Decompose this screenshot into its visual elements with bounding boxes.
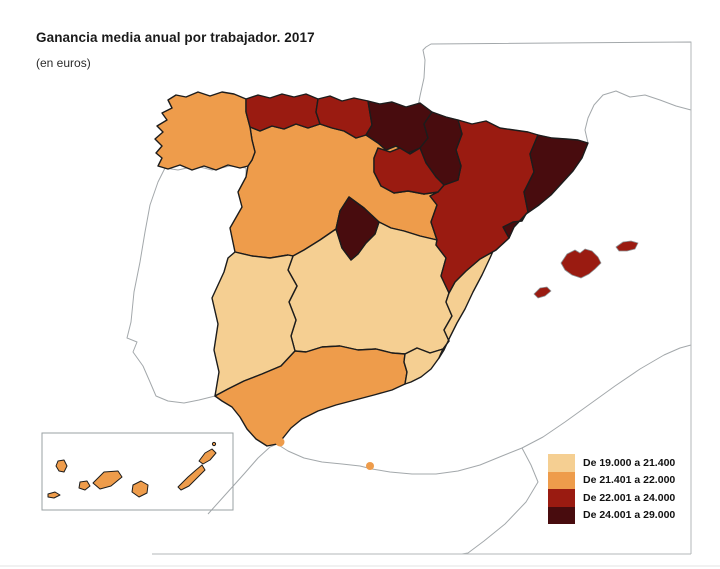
city-dot-melilla: [366, 462, 374, 470]
region-canarias-inset: [41, 432, 234, 511]
legend-swatch-bucket-2: [548, 471, 575, 489]
legend-row: De 24.001 a 29.000: [548, 506, 676, 524]
region-galicia: [154, 91, 256, 171]
legend-swatch-bucket-4: [548, 506, 575, 524]
region-baleares: [533, 240, 639, 299]
page-subtitle: (en euros): [36, 56, 91, 70]
legend-label-bucket-1: De 19.000 a 21.400: [583, 456, 676, 469]
legend-row: De 22.001 a 24.000: [548, 489, 675, 507]
island-la-gomera: [78, 480, 91, 491]
legend-label-bucket-2: De 21.401 a 22.000: [583, 474, 676, 487]
region-madrid: [335, 196, 380, 261]
city-dot-ceuta: [275, 437, 285, 447]
legend: De 19.000 a 21.400 De 21.401 a 22.000 De…: [548, 454, 675, 524]
legend-swatch-bucket-3: [548, 489, 575, 507]
island-la-palma: [55, 459, 68, 473]
region-navarra: [419, 111, 463, 186]
legend-row: De 19.000 a 21.400: [548, 454, 675, 472]
island-el-hierro: [47, 491, 61, 499]
region-la-rioja: [373, 147, 445, 195]
island-gran-canaria: [131, 480, 149, 498]
island-mallorca: [560, 248, 602, 279]
legend-label-bucket-4: De 24.001 a 29.000: [583, 509, 676, 522]
legend-label-bucket-3: De 22.001 a 24.000: [583, 491, 676, 504]
island-lanzarote: [198, 448, 217, 465]
region-cataluna: [502, 134, 589, 239]
region-asturias: [245, 93, 321, 132]
island-fuerteventura: [177, 464, 206, 491]
africa-inland-border: [461, 447, 539, 555]
page-title: Ganancia media anual por trabajador. 201…: [36, 30, 315, 45]
island-tenerife: [92, 470, 123, 490]
region-murcia: [403, 347, 444, 385]
africa-coastline: [207, 344, 692, 515]
island-menorca: [615, 240, 639, 252]
island-ibiza: [533, 286, 552, 299]
legend-row: De 21.401 a 22.000: [548, 471, 676, 489]
region-andalucia: [214, 345, 408, 447]
canary-inset-box: [41, 432, 234, 511]
legend-swatch-bucket-1: [548, 454, 575, 472]
island-la-graciosa: [211, 441, 217, 447]
